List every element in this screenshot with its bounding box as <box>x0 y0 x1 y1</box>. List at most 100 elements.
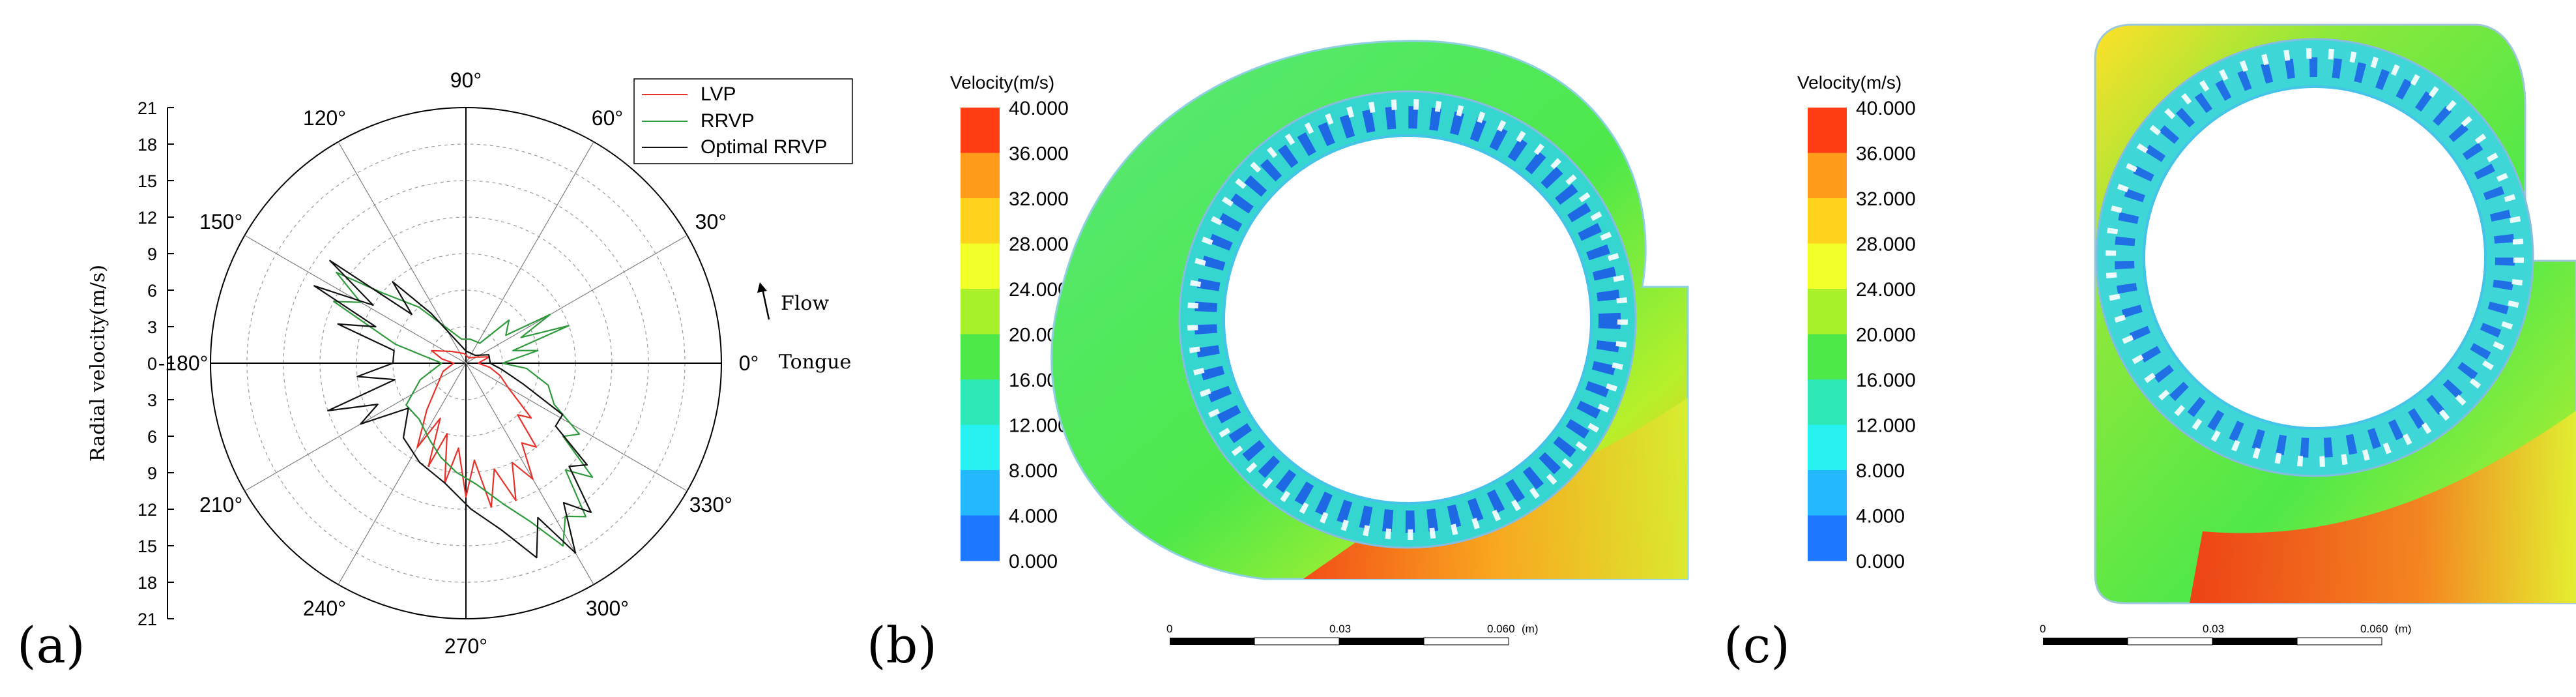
colorbar-tick-label: 20.000 <box>1856 325 1916 346</box>
colorbar-swatch <box>1808 198 1847 244</box>
series-line-lvp <box>416 349 538 508</box>
panel-label-c: (c) <box>1724 616 1790 674</box>
colorbar-tick-label: 28.000 <box>1009 234 1069 256</box>
radial-tick-label: 21 <box>137 610 157 629</box>
colorbar-title: Velocity(m/s) <box>950 72 1054 93</box>
radial-tick-label: 9 <box>147 245 157 264</box>
colorbar-tick-label: 0.000 <box>1009 551 1058 572</box>
angle-label: 30° <box>695 210 727 233</box>
polar-series-group <box>313 260 594 559</box>
colorbar-swatch <box>1808 153 1847 199</box>
panel-label-a: (a) <box>17 616 85 674</box>
scale-label-0060: 0.060 <box>2360 623 2388 635</box>
colorbar-swatch <box>961 153 1000 199</box>
scale-segment-3 <box>1339 638 1424 645</box>
colorbar-swatch <box>1808 379 1847 425</box>
colorbar-swatch <box>961 379 1000 425</box>
colorbar-tick-label: 24.000 <box>1856 279 1916 301</box>
angle-label: 0° <box>739 351 759 375</box>
colorbar-swatch <box>1808 515 1847 561</box>
legend-label-lvp: LVP <box>701 83 736 105</box>
colorbar-tick-label: 12.000 <box>1856 415 1916 437</box>
colorbar-tick-label: 40.000 <box>1856 98 1916 119</box>
angle-label: 210° <box>199 493 242 516</box>
colorbar-tick-label: 28.000 <box>1856 234 1916 256</box>
legend-label-optimal-rrvp: Optimal RRVP <box>701 136 828 158</box>
angle-labels: 0° 30° 60° 90° 120° 150° -180° 210° 240° 270° 300°… <box>158 68 759 658</box>
radial-tick-label: 9 <box>147 464 157 483</box>
colorbar-title: Velocity(m/s) <box>1797 72 1902 93</box>
colorbar-tick-label: 8.000 <box>1009 460 1058 482</box>
impeller-vortex-ring <box>2115 57 2515 458</box>
radial-tick-label: 6 <box>147 427 157 447</box>
colorbar-tick-label: 32.000 <box>1856 188 1916 210</box>
colorbar-swatch <box>1808 289 1847 334</box>
scale-label-unit: (m) <box>2395 623 2411 635</box>
colorbar-tick-label: 36.000 <box>1009 143 1069 165</box>
colorbar-tick-label: 40.000 <box>1009 98 1069 119</box>
colorbar-tick-label: 36.000 <box>1856 143 1916 165</box>
radial-tick-label: 21 <box>137 98 157 118</box>
radial-tick-label: 12 <box>137 208 157 228</box>
angle-label: 150° <box>199 210 242 233</box>
scale-segment-3 <box>2212 638 2297 645</box>
outlet-jet <box>2190 411 2576 603</box>
colorbar-swatch <box>961 289 1000 334</box>
radial-tick-label: 12 <box>137 500 157 520</box>
scale-label-unit: (m) <box>1522 623 1538 635</box>
radial-tick-label: 3 <box>147 391 157 410</box>
radial-tick-label: 18 <box>137 135 157 155</box>
radial-tick-label: 15 <box>137 171 157 191</box>
legend: LVP RRVP Optimal RRVP <box>633 78 853 164</box>
scale-bar: 0 0.03 0.060 (m) <box>2040 623 2411 645</box>
angle-label: 120° <box>303 106 346 130</box>
scale-segment-1 <box>2043 638 2128 645</box>
volute-field <box>1050 40 1689 580</box>
radial-axis-title: Radial velocity(m/s) <box>87 265 109 462</box>
scale-label-0: 0 <box>1166 623 1172 635</box>
radial-tick-label: 6 <box>147 281 157 301</box>
radial-axis: 0 3 3 6 6 9 9 12 12 15 15 18 18 21 21 <box>137 98 174 629</box>
colorbar-tick-label: 32.000 <box>1009 188 1069 210</box>
scale-segment-2 <box>2127 637 2213 645</box>
colorbar-swatch <box>1808 108 1847 153</box>
scale-label-0060: 0.060 <box>1487 623 1515 635</box>
radial-tick-label: 3 <box>147 318 157 337</box>
scale-label-0: 0 <box>2040 623 2046 635</box>
flow-label: Flow <box>781 292 829 315</box>
cfd-velocity-figure-c: Velocity(m/s) 40.000 36.000 32.000 28.000 24… <box>1797 23 2576 645</box>
scale-segment-1 <box>1170 638 1254 645</box>
angle-label: 90° <box>450 68 482 92</box>
colorbar-swatch <box>1808 243 1847 289</box>
impeller-hub <box>2143 85 2487 430</box>
colorbar-tick-label: 12.000 <box>1009 415 1069 437</box>
colorbar-swatch <box>961 334 1000 380</box>
scale-segment-2 <box>1254 637 1340 645</box>
colorbar-tick-label: 0.000 <box>1856 551 1905 572</box>
angle-label: 240° <box>303 597 346 620</box>
colorbar-swatch <box>961 108 1000 153</box>
colorbar-tick-label: 4.000 <box>1009 506 1058 527</box>
volute-field <box>2094 23 2576 604</box>
flow-annotation: Flow <box>757 282 829 320</box>
flow-arrow <box>761 288 770 320</box>
radial-tick-label: 0 <box>147 354 157 374</box>
grid-spoke <box>244 235 687 492</box>
colorbar: 40.000 36.000 32.000 28.000 24.000 20.000 16.0… <box>1808 98 1916 572</box>
tongue-label: Tongue <box>779 351 851 374</box>
impeller-blade-gaps <box>1187 99 1628 540</box>
angle-label: 330° <box>689 493 732 516</box>
colorbar-swatch <box>961 198 1000 244</box>
scale-label-003: 0.03 <box>2203 623 2224 635</box>
angle-label: 60° <box>592 106 623 130</box>
cfd-velocity-figure-b: Velocity(m/s) 40.00036.00032.00028.00024… <box>950 40 1689 645</box>
colorbar-swatch <box>1808 470 1847 516</box>
colorbar-swatch <box>1808 424 1847 471</box>
colorbar-swatch <box>1808 334 1847 380</box>
impeller-vortex-ring <box>1194 106 1621 533</box>
scale-segment-4 <box>1423 637 1509 645</box>
colorbar-swatch <box>961 470 1000 516</box>
radial-tick-label: 15 <box>137 537 157 556</box>
polar-chart: 0 3 3 6 6 9 9 12 12 15 15 18 18 21 21 0° 30° 60° 90° 120° 1… <box>87 68 853 658</box>
scale-segment-4 <box>2296 637 2382 645</box>
